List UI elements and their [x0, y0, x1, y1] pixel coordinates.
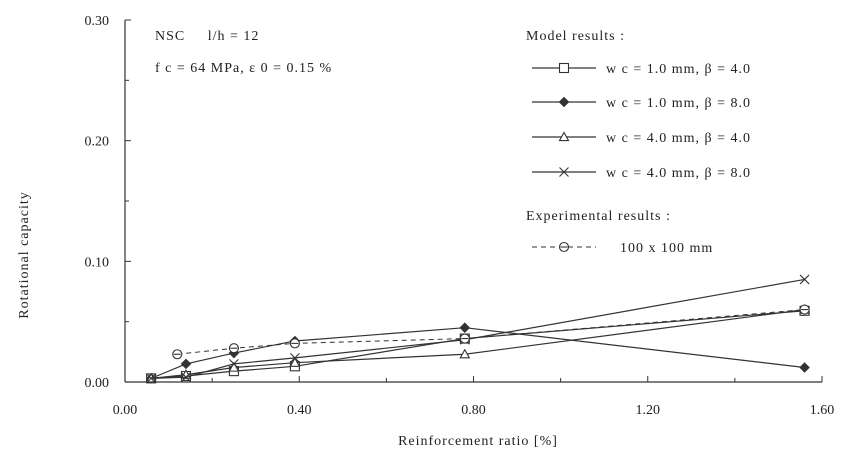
marker-x-stroke — [229, 359, 239, 369]
marker-triangle — [289, 357, 301, 367]
series-5 — [172, 304, 810, 360]
legend-model-header: Model results : — [526, 29, 625, 44]
marker-circle — [172, 349, 183, 360]
marker-x — [181, 372, 191, 383]
marker-circle — [459, 333, 470, 344]
marker-diamond — [799, 362, 810, 373]
legend-label: w c = 1.0 mm, β = 8.0 — [606, 96, 751, 111]
legend-entry-4: w c = 4.0 mm, β = 8.0 — [532, 166, 751, 181]
y-tick-label: 0.20 — [85, 135, 110, 150]
y-axis-title: Rotational capacity — [17, 191, 32, 318]
marker-x — [799, 274, 810, 285]
marker-x — [290, 352, 300, 363]
axis-ticks: 0.00 0.40 0.80 1.20 1.60 0.00 0.10 0.20 0.30 — [85, 14, 835, 418]
legend-entry-2: w c = 1.0 mm, β = 8.0 — [532, 96, 751, 111]
legend-label: 100 x 100 mm — [620, 241, 713, 256]
x-tick-label: 0.80 — [461, 403, 486, 418]
x-tick-label: 1.60 — [810, 403, 835, 418]
y-tick-label: 0.30 — [85, 14, 110, 29]
marker-circle — [558, 241, 570, 253]
legend-entry-1: w c = 1.0 mm, β = 4.0 — [532, 62, 751, 77]
marker-x-stroke — [181, 372, 191, 383]
marker-diamond — [180, 358, 192, 370]
marker-circle — [799, 304, 810, 315]
y-tick-label: 0.00 — [85, 376, 110, 391]
x-axis-title: Reinforcement ratio [%] — [398, 434, 558, 449]
marker-diamond — [558, 96, 570, 108]
legend-label: w c = 4.0 mm, β = 4.0 — [606, 131, 751, 146]
marker-triangle — [459, 348, 471, 359]
marker-x — [559, 167, 569, 177]
marker-circle — [228, 343, 239, 354]
marker-triangle — [228, 361, 240, 372]
series-line — [151, 309, 805, 379]
legend-entry-3: w c = 4.0 mm, β = 4.0 — [532, 131, 751, 146]
series-line — [151, 278, 805, 379]
annotation-fc: f c = 64 MPa, ε 0 = 0.15 % — [155, 61, 332, 76]
legend-entry-5: 100 x 100 mm — [532, 241, 713, 256]
y-tick-label: 0.10 — [85, 255, 110, 270]
series-line — [151, 310, 805, 379]
marker-x — [229, 359, 239, 369]
x-tick-label: 0.40 — [287, 403, 312, 418]
marker-x-stroke — [146, 373, 157, 384]
x-tick-label: 0.00 — [113, 403, 138, 418]
legend-experimental-header: Experimental results : — [526, 209, 671, 224]
marker-square — [558, 62, 570, 74]
legend-label: w c = 1.0 mm, β = 4.0 — [606, 62, 751, 77]
x-tick-label: 1.20 — [636, 403, 661, 418]
marker-triangle — [558, 131, 570, 142]
annotation-nsc: NSC l/h = 12 — [155, 29, 259, 44]
legend-label: w c = 4.0 mm, β = 8.0 — [606, 166, 751, 181]
legend-entries: w c = 1.0 mm, β = 4.0 w c = 1.0 mm, β = 8… — [532, 62, 751, 256]
marker-circle — [289, 338, 300, 349]
marker-x — [146, 373, 157, 384]
marker-x-stroke — [799, 274, 810, 285]
marker-x-stroke — [559, 167, 569, 177]
series-layer — [145, 274, 811, 384]
marker-diamond — [459, 322, 471, 333]
series-line — [150, 327, 805, 379]
marker-x-stroke — [290, 352, 300, 363]
series-line — [177, 309, 805, 355]
